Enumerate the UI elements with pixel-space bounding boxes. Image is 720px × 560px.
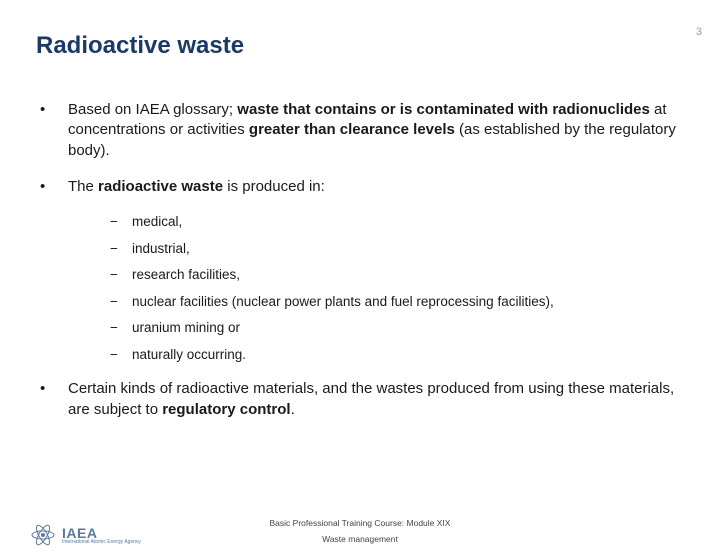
- sub-text: naturally occurring.: [132, 346, 680, 364]
- dash-mark: −: [110, 319, 132, 337]
- content-area: • Based on IAEA glossary; waste that con…: [0, 72, 720, 420]
- sub-item: −nuclear facilities (nuclear power plant…: [110, 293, 680, 311]
- footer-line-2: Waste management: [0, 534, 720, 544]
- footer: Basic Professional Training Course: Modu…: [0, 518, 720, 550]
- sub-item: −uranium mining or: [110, 319, 680, 337]
- dash-mark: −: [110, 346, 132, 364]
- sub-text: uranium mining or: [132, 319, 680, 337]
- page-number: 3: [696, 26, 702, 38]
- bullet-mark: •: [40, 379, 68, 420]
- bullet-mark: •: [40, 177, 68, 197]
- sub-list: −medical, −industrial, −research facilit…: [110, 213, 680, 363]
- dash-mark: −: [110, 213, 132, 231]
- bullet-item: • Based on IAEA glossary; waste that con…: [40, 100, 680, 161]
- sub-item: −medical,: [110, 213, 680, 231]
- sub-text: research facilities,: [132, 266, 680, 284]
- dash-mark: −: [110, 240, 132, 258]
- sub-text: nuclear facilities (nuclear power plants…: [132, 293, 680, 311]
- bullet-item: • Certain kinds of radioactive materials…: [40, 379, 680, 420]
- sub-text: medical,: [132, 213, 680, 231]
- sub-text: industrial,: [132, 240, 680, 258]
- sub-item: −industrial,: [110, 240, 680, 258]
- sub-item: −research facilities,: [110, 266, 680, 284]
- bullet-text: Based on IAEA glossary; waste that conta…: [68, 100, 680, 161]
- slide-title: Radioactive waste: [36, 32, 720, 60]
- bullet-text: The radioactive waste is produced in:: [68, 177, 680, 197]
- footer-line-1: Basic Professional Training Course: Modu…: [0, 518, 720, 528]
- dash-mark: −: [110, 293, 132, 311]
- bullet-mark: •: [40, 100, 68, 161]
- bullet-text: Certain kinds of radioactive materials, …: [68, 379, 680, 420]
- bullet-item: • The radioactive waste is produced in:: [40, 177, 680, 197]
- title-band: Radioactive waste: [0, 20, 720, 72]
- sub-item: −naturally occurring.: [110, 346, 680, 364]
- dash-mark: −: [110, 266, 132, 284]
